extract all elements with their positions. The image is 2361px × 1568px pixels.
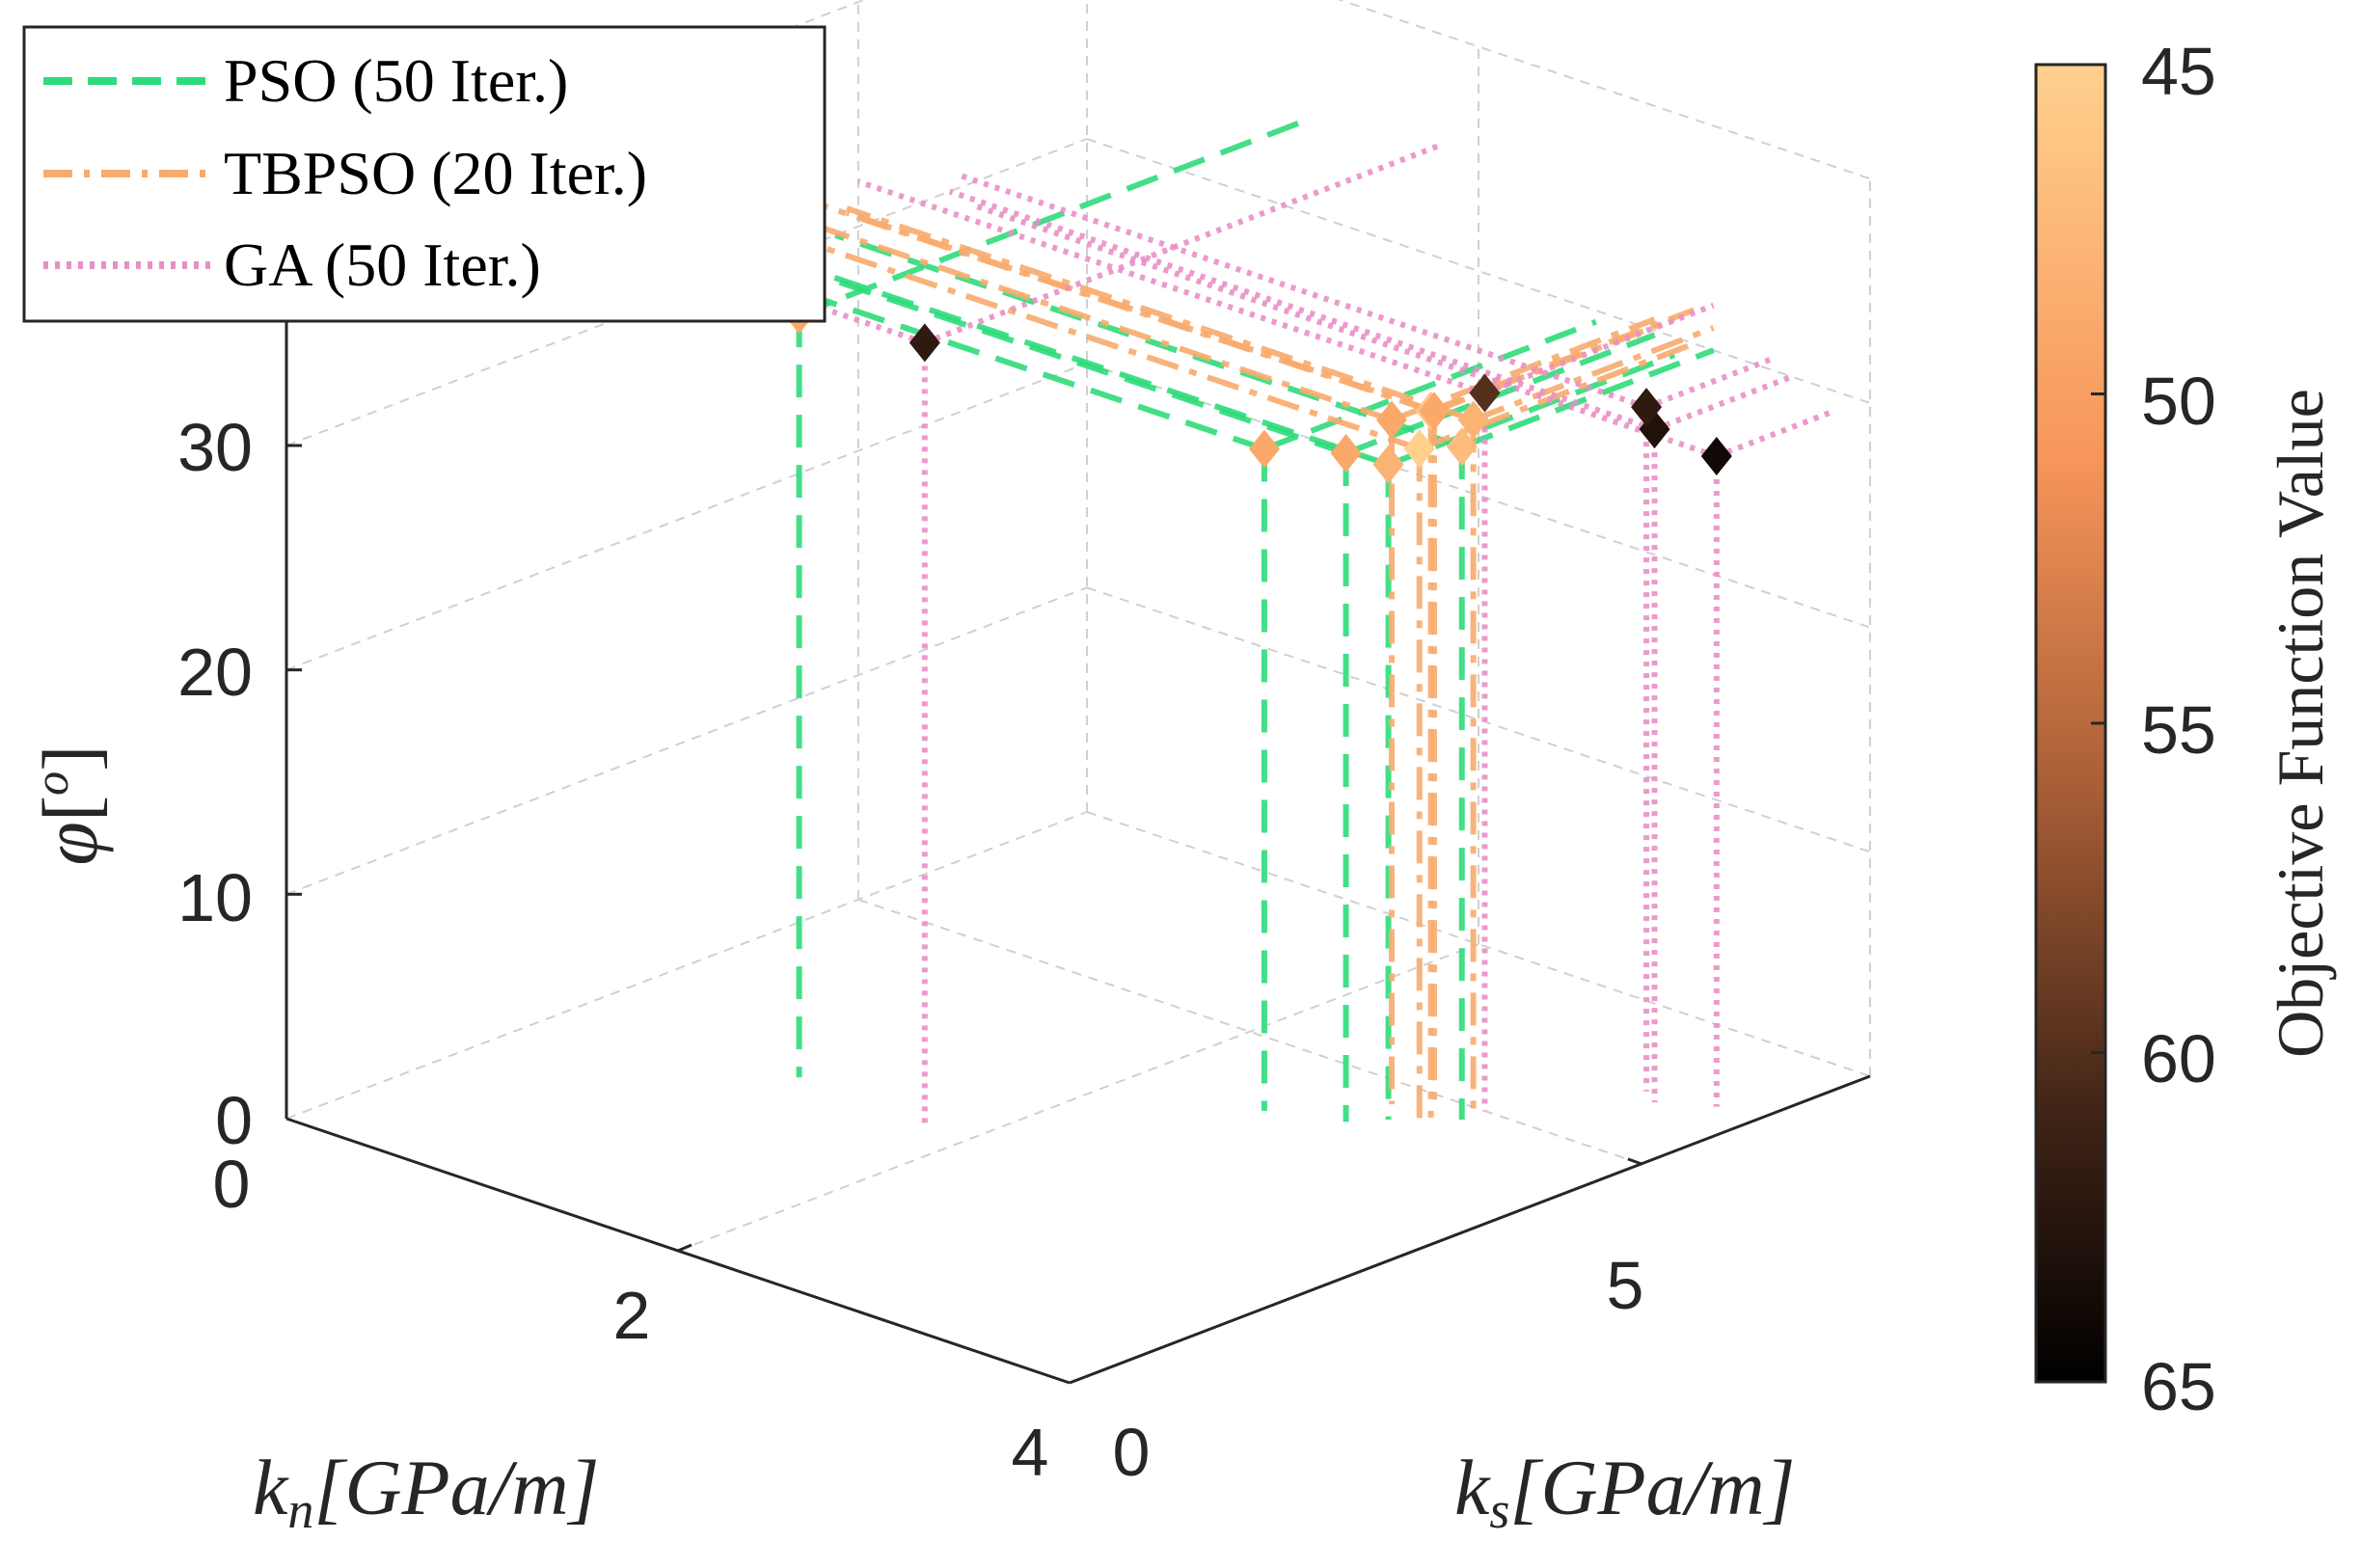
axis-line [1627, 1157, 1642, 1166]
data-point-marker [1372, 445, 1404, 484]
legend-label-ga: GA (50 Iter.) [224, 230, 541, 299]
projection-line [754, 274, 1265, 452]
projection-line [846, 205, 1475, 423]
grid-line [285, 811, 1088, 1120]
legend-label-tbpso: TBPSO (20 Iter.) [224, 139, 647, 207]
y-tick-label: 0 [1113, 1415, 1151, 1490]
grid-line [677, 943, 1479, 1252]
projection-line [1653, 373, 1793, 432]
projection-line [923, 143, 1441, 346]
colorbar-tick-label: 60 [2141, 1021, 2216, 1096]
x-tick-label: 0 [213, 1147, 251, 1222]
axis-line [677, 1243, 692, 1253]
z-tick-label: 10 [177, 860, 253, 935]
colorbar-ticks [2091, 63, 2105, 1384]
colorbar-tick-label: 45 [2141, 34, 2216, 109]
colorbar-label: Objective Function Value [2264, 389, 2337, 1058]
data-point-marker [1700, 436, 1732, 475]
projection-line [1432, 316, 1676, 415]
projection-line [823, 226, 1393, 423]
legend-box [22, 25, 827, 323]
colorbar-tick-label: 50 [2141, 364, 2216, 439]
projection-line [1418, 340, 1696, 452]
data-point-marker [1469, 373, 1501, 413]
y-axis-label: ks[GPa/m] [1454, 1444, 1796, 1539]
projection-line [971, 202, 1718, 459]
projection-line [1460, 347, 1715, 449]
projection-line [1472, 325, 1715, 423]
z-tick-label: 20 [177, 635, 253, 710]
projection-line [1715, 409, 1832, 459]
x-tick-label: 2 [613, 1278, 651, 1353]
data-point-marker [1419, 392, 1450, 431]
projection-line [846, 209, 1435, 415]
data-point-marker [1330, 433, 1362, 473]
projection-line [1387, 352, 1676, 468]
grid-line [285, 362, 1088, 671]
grid-line [285, 586, 1088, 896]
projection-line [948, 188, 1656, 432]
z-tick-label: 0 [215, 1083, 253, 1158]
colorbar-tick-label: 65 [2141, 1349, 2216, 1424]
colorbar-tick-label: 55 [2141, 692, 2216, 768]
data-point-marker [1446, 427, 1478, 467]
data-point-marker [1248, 429, 1280, 469]
projection-line [856, 178, 1486, 396]
data-point-marker [1457, 400, 1489, 440]
y-tick-label: 5 [1607, 1248, 1644, 1323]
projection-line [811, 241, 1421, 452]
z-tick-label: 30 [177, 410, 253, 485]
data-markers [783, 295, 1732, 484]
data-point-marker [1631, 388, 1663, 427]
legend-label-pso: PSO (50 Iter.) [224, 46, 568, 115]
projection-line [800, 263, 1390, 468]
data-point-marker [1375, 400, 1407, 440]
data-point-marker [1403, 429, 1435, 469]
projection-line [960, 173, 1648, 410]
x-axis-label: kn[GPa/m] [253, 1444, 600, 1539]
data-point-marker [909, 323, 940, 363]
projection-line [798, 119, 1304, 317]
axes [285, 221, 1871, 1385]
legend: PSO (50 Iter.) TBPSO (20 Iter.) GA (50 I… [22, 25, 827, 323]
projection-line [1262, 318, 1597, 452]
z-axis-label: φ[o] [24, 745, 114, 866]
axis-line [1069, 1074, 1871, 1385]
x-tick-label: 4 [1012, 1415, 1049, 1490]
projection-line [1344, 332, 1656, 456]
